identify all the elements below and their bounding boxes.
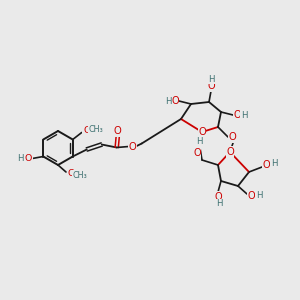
Text: O: O xyxy=(198,127,206,137)
Text: H: H xyxy=(256,191,262,200)
Text: H: H xyxy=(241,110,247,119)
Text: O: O xyxy=(25,154,32,163)
Text: O: O xyxy=(83,126,90,135)
Text: O: O xyxy=(193,148,201,158)
Text: H: H xyxy=(216,200,222,208)
Text: O: O xyxy=(129,142,136,152)
Text: H: H xyxy=(271,160,277,169)
Text: O: O xyxy=(226,147,234,157)
Text: O: O xyxy=(171,96,179,106)
Text: CH₃: CH₃ xyxy=(73,170,87,179)
Text: O: O xyxy=(247,191,255,201)
Text: H: H xyxy=(196,136,202,146)
Text: O: O xyxy=(262,160,270,170)
Text: H: H xyxy=(17,154,23,163)
Text: O: O xyxy=(114,127,122,136)
Text: H: H xyxy=(165,97,171,106)
Text: O: O xyxy=(214,192,222,202)
Text: O: O xyxy=(228,132,236,142)
Text: H: H xyxy=(208,74,214,83)
Text: CH₃: CH₃ xyxy=(88,125,103,134)
Text: O: O xyxy=(207,81,215,91)
Text: O: O xyxy=(67,169,75,178)
Text: O: O xyxy=(233,110,241,120)
